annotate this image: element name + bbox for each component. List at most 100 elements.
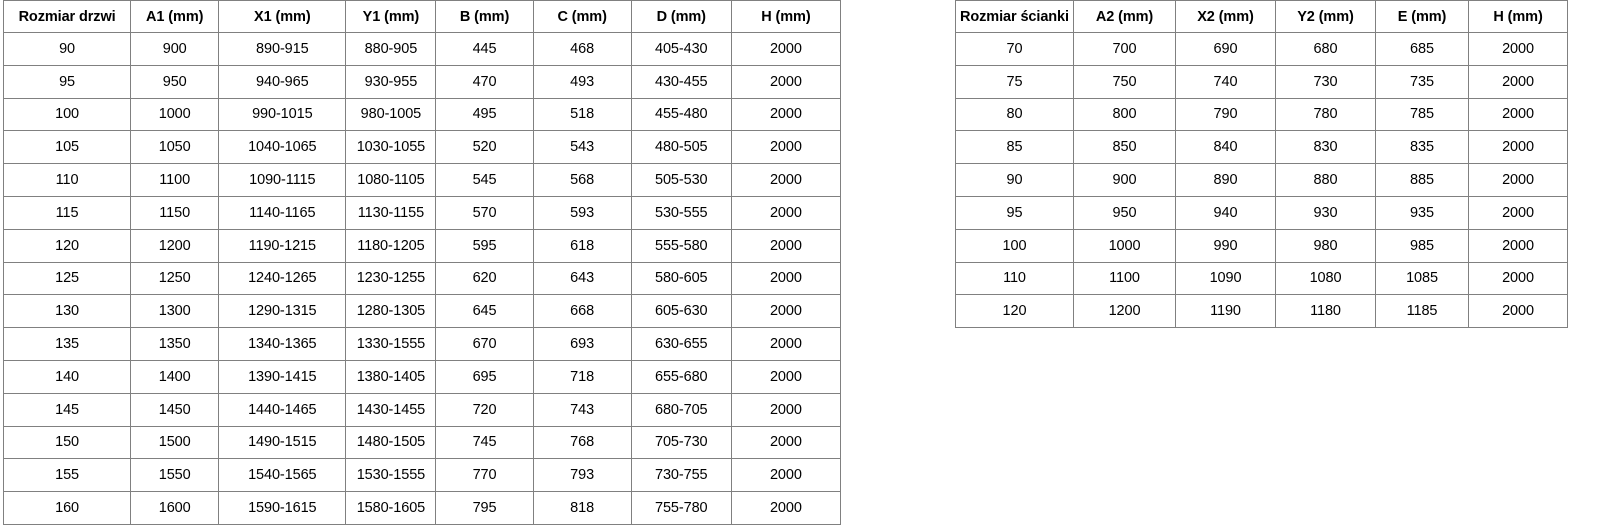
cell-c: 743 <box>532 392 632 427</box>
cell-x2: 940 <box>1175 195 1276 230</box>
table-row: 100 1000 990 980 985 2000 <box>955 228 1568 263</box>
door-table-container: Rozmiar drzwi A1 (mm) X1 (mm) Y1 (mm) B … <box>2 0 842 525</box>
cell-x1: 1040-1065 <box>218 130 347 165</box>
cell-door-size: 130 <box>2 294 132 329</box>
cell-door-size: 105 <box>2 130 132 165</box>
cell-a2: 1200 <box>1073 294 1176 329</box>
cell-d: 430-455 <box>630 64 732 99</box>
cell-x1: 1490-1515 <box>218 425 347 460</box>
cell-a2: 950 <box>1073 195 1176 230</box>
column-header-a2: A2 (mm) <box>1073 0 1176 33</box>
cell-y2: 780 <box>1275 97 1376 132</box>
cell-b: 570 <box>435 195 534 230</box>
cell-a1: 1450 <box>130 392 220 427</box>
cell-x1: 940-965 <box>218 64 347 99</box>
column-header-door-size: Rozmiar drzwi <box>2 0 132 33</box>
table-row: 110 1100 1090-1115 1080-1105 545 568 505-530 20… <box>2 163 842 197</box>
table-row: 90 900 890-915 880-905 445 468 405-430 2000 <box>2 32 842 66</box>
cell-c: 468 <box>532 32 632 66</box>
table-header-row: Rozmiar drzwi A1 (mm) X1 (mm) Y1 (mm) B … <box>2 0 842 33</box>
cell-b: 620 <box>435 261 534 296</box>
cell-e: 985 <box>1375 228 1469 263</box>
cell-wall-size: 75 <box>955 64 1074 99</box>
cell-door-size: 110 <box>2 163 132 197</box>
column-header-x2: X2 (mm) <box>1175 0 1276 33</box>
cell-c: 593 <box>532 195 632 230</box>
cell-y1: 980-1005 <box>345 97 437 132</box>
cell-b: 470 <box>435 64 534 99</box>
cell-a1: 1250 <box>130 261 220 296</box>
cell-a2: 850 <box>1073 130 1176 165</box>
column-header-h: H (mm) <box>1468 0 1568 33</box>
cell-wall-size: 80 <box>955 97 1074 132</box>
cell-b: 545 <box>435 163 534 197</box>
cell-h: 2000 <box>730 359 842 394</box>
cell-d: 680-705 <box>630 392 732 427</box>
cell-h: 2000 <box>730 491 842 525</box>
cell-door-size: 160 <box>2 491 132 525</box>
cell-e: 785 <box>1375 97 1469 132</box>
cell-c: 568 <box>532 163 632 197</box>
cell-e: 1085 <box>1375 261 1469 296</box>
cell-y1: 1380-1405 <box>345 359 437 394</box>
cell-door-size: 155 <box>2 458 132 493</box>
cell-h: 2000 <box>730 458 842 493</box>
cell-x2: 890 <box>1175 163 1276 197</box>
cell-door-size: 125 <box>2 261 132 296</box>
cell-d: 555-580 <box>630 228 732 263</box>
cell-y2: 1080 <box>1275 261 1376 296</box>
table-row: 130 1300 1290-1315 1280-1305 645 668 605-630 20… <box>2 294 842 329</box>
column-header-a1: A1 (mm) <box>130 0 220 33</box>
cell-e: 1185 <box>1375 294 1469 329</box>
cell-y1: 1480-1505 <box>345 425 437 460</box>
cell-door-size: 140 <box>2 359 132 394</box>
table-row: 85 850 840 830 835 2000 <box>955 130 1568 165</box>
cell-a1: 1500 <box>130 425 220 460</box>
column-header-c: C (mm) <box>532 0 632 33</box>
cell-door-size: 115 <box>2 195 132 230</box>
cell-wall-size: 90 <box>955 163 1074 197</box>
cell-h: 2000 <box>1468 261 1568 296</box>
cell-x1: 1540-1565 <box>218 458 347 493</box>
cell-h: 2000 <box>730 392 842 427</box>
column-header-b: B (mm) <box>435 0 534 33</box>
cell-e: 935 <box>1375 195 1469 230</box>
cell-y1: 1280-1305 <box>345 294 437 329</box>
cell-x1: 1140-1165 <box>218 195 347 230</box>
cell-d: 405-430 <box>630 32 732 66</box>
cell-wall-size: 120 <box>955 294 1074 329</box>
wall-table-header: Rozmiar ścianki A2 (mm) X2 (mm) Y2 (mm) … <box>955 0 1568 33</box>
cell-d: 505-530 <box>630 163 732 197</box>
cell-a1: 1050 <box>130 130 220 165</box>
cell-c: 493 <box>532 64 632 99</box>
cell-y1: 1130-1155 <box>345 195 437 230</box>
cell-h: 2000 <box>1468 163 1568 197</box>
cell-e: 735 <box>1375 64 1469 99</box>
cell-a1: 1300 <box>130 294 220 329</box>
cell-a2: 1000 <box>1073 228 1176 263</box>
cell-x1: 1390-1415 <box>218 359 347 394</box>
cell-a1: 1150 <box>130 195 220 230</box>
cell-x1: 1090-1115 <box>218 163 347 197</box>
cell-h: 2000 <box>730 261 842 296</box>
cell-b: 745 <box>435 425 534 460</box>
door-size-specification-table: Rozmiar drzwi A1 (mm) X1 (mm) Y1 (mm) B … <box>2 0 842 525</box>
table-row: 100 1000 990-1015 980-1005 495 518 455-480 2000 <box>2 97 842 132</box>
cell-a1: 1400 <box>130 359 220 394</box>
cell-h: 2000 <box>730 97 842 132</box>
cell-y2: 980 <box>1275 228 1376 263</box>
table-row: 150 1500 1490-1515 1480-1505 745 768 705-730 20… <box>2 425 842 460</box>
cell-d: 455-480 <box>630 97 732 132</box>
cell-b: 520 <box>435 130 534 165</box>
cell-h: 2000 <box>1468 32 1568 66</box>
door-table-header: Rozmiar drzwi A1 (mm) X1 (mm) Y1 (mm) B … <box>2 0 842 33</box>
cell-wall-size: 100 <box>955 228 1074 263</box>
table-row: 120 1200 1190-1215 1180-1205 595 618 555-580 20… <box>2 228 842 263</box>
cell-y2: 930 <box>1275 195 1376 230</box>
cell-c: 643 <box>532 261 632 296</box>
cell-y1: 1330-1555 <box>345 327 437 361</box>
cell-h: 2000 <box>1468 130 1568 165</box>
wall-table-container: Rozmiar ścianki A2 (mm) X2 (mm) Y2 (mm) … <box>955 0 1568 329</box>
door-table-body: 90 900 890-915 880-905 445 468 405-430 2000 95 95… <box>2 32 842 525</box>
table-row: 135 1350 1340-1365 1330-1555 670 693 630-655 20… <box>2 327 842 361</box>
